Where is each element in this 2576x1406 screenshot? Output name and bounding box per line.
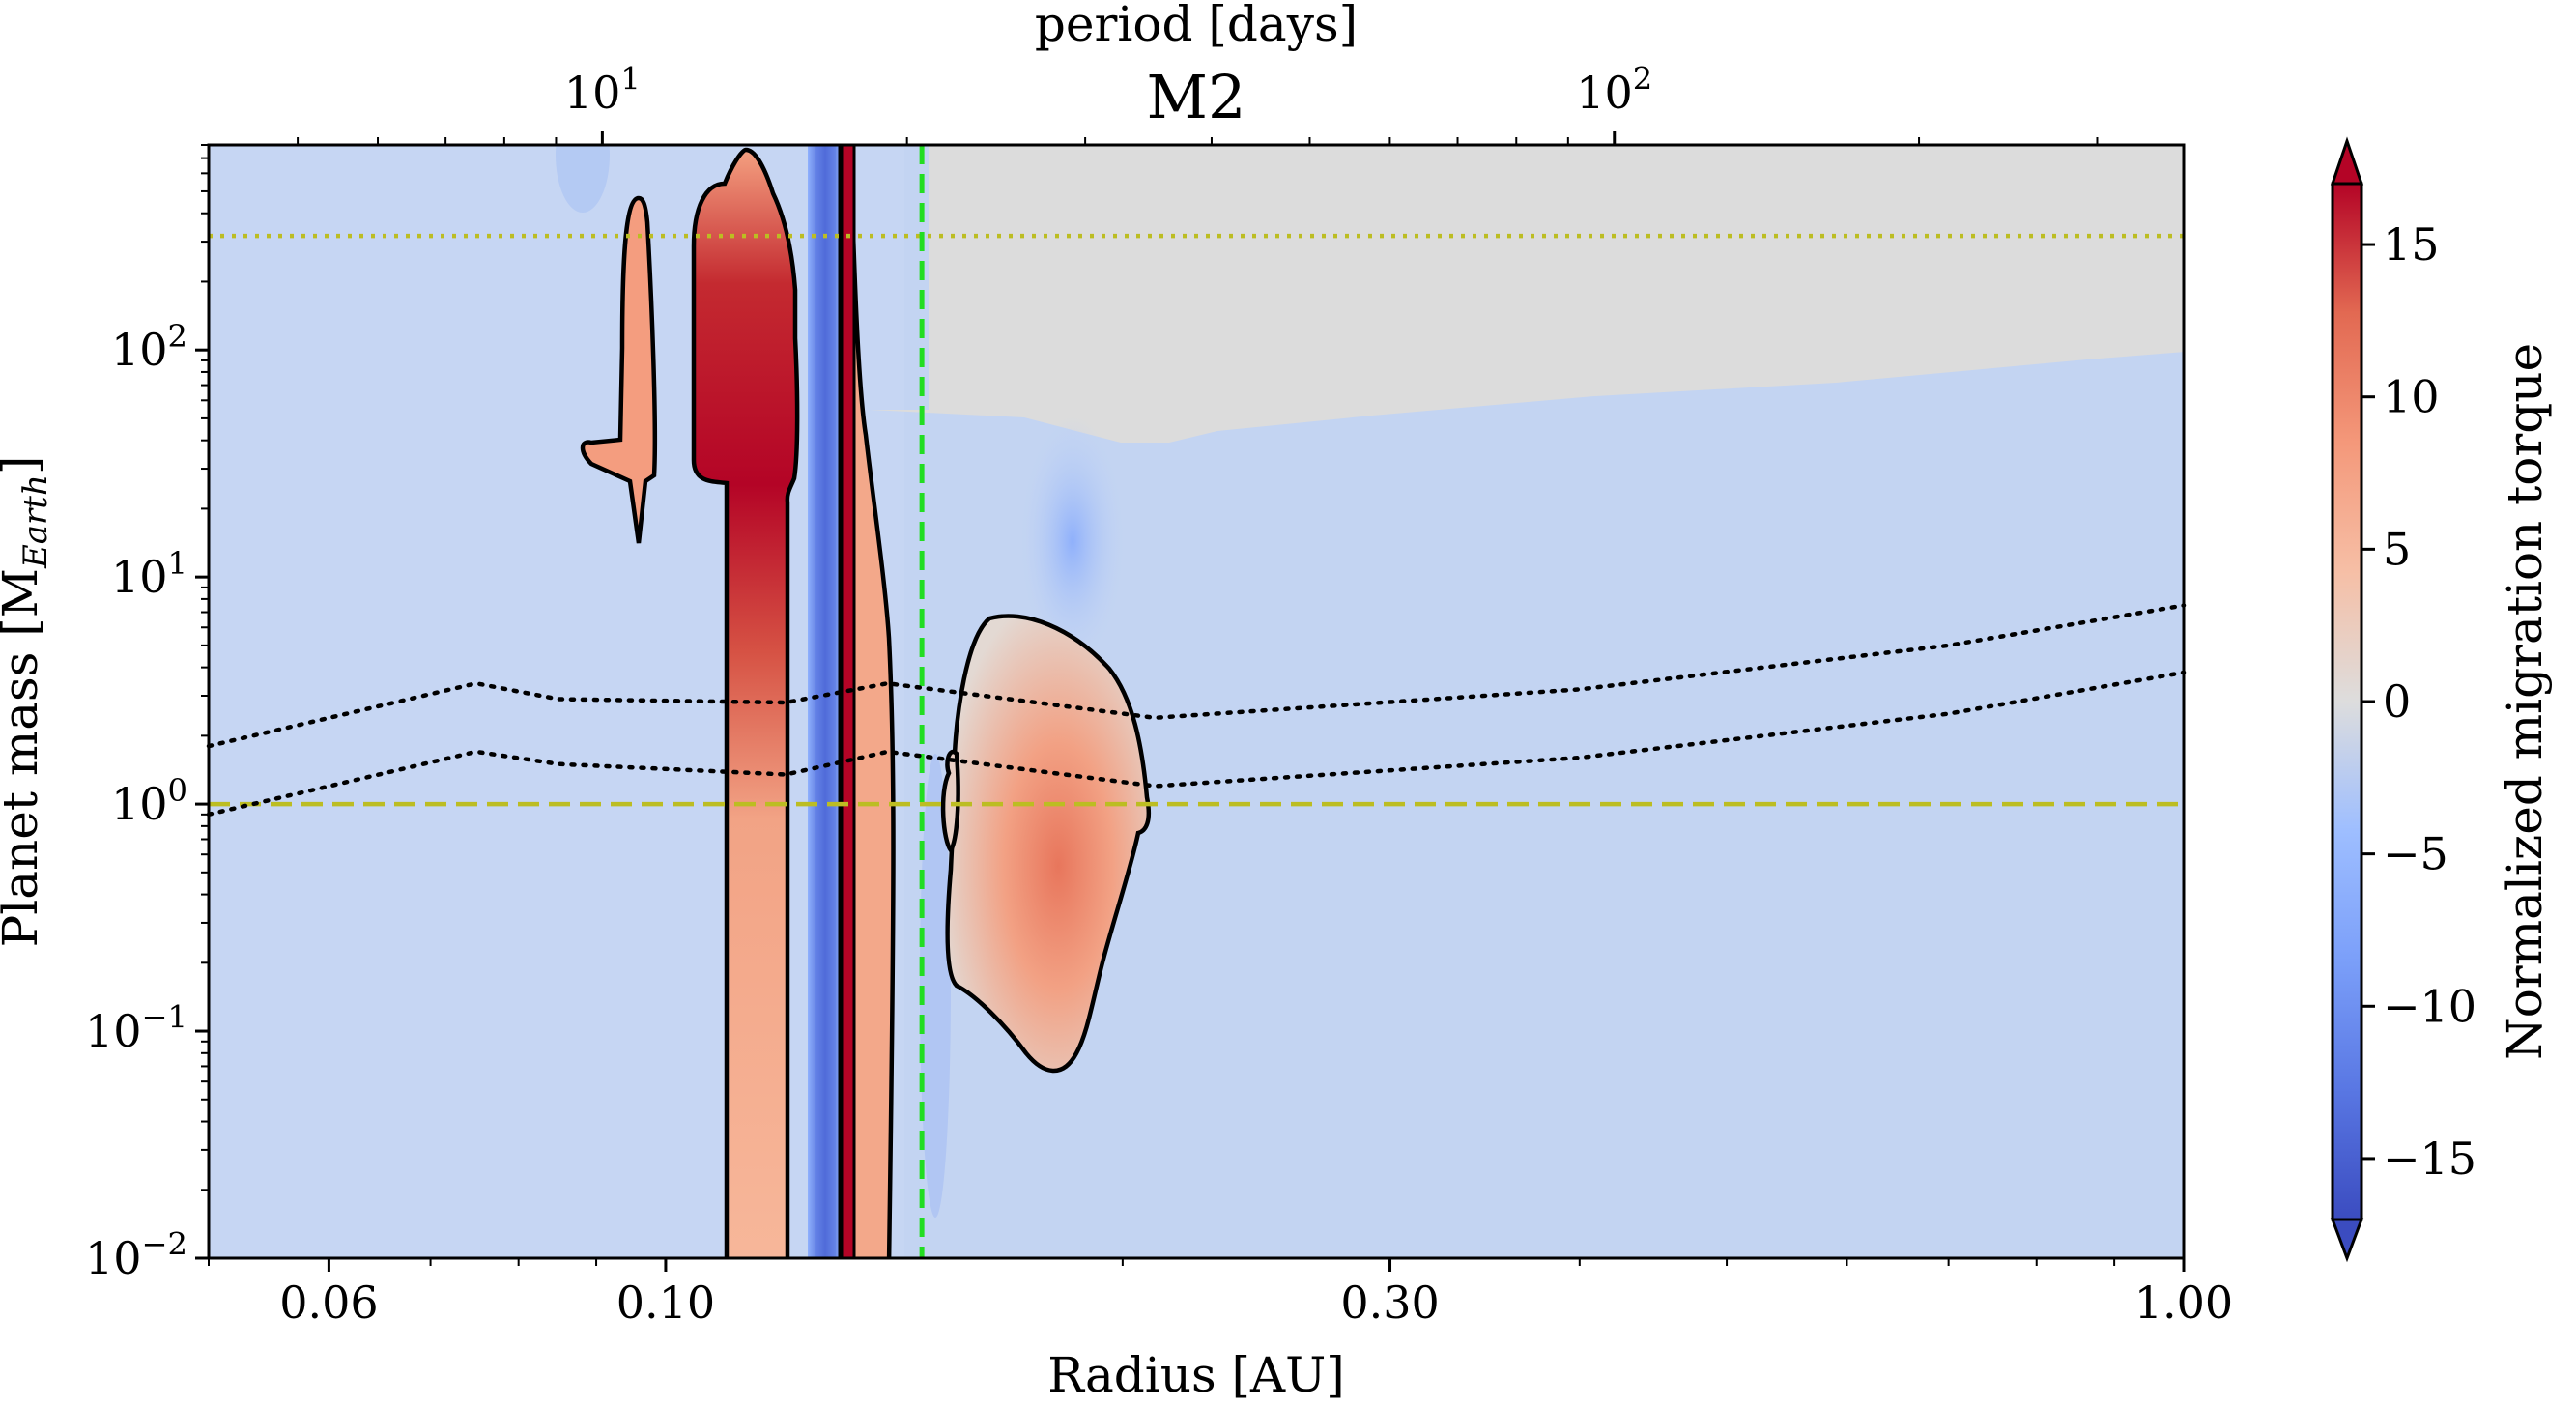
top-axis-label: period [days]	[1035, 0, 1358, 52]
x-axis-label: Radius [AU]	[1047, 1347, 1345, 1401]
colorbar-tick-label-2: 5	[2383, 523, 2411, 575]
colorbar-tick-label-4: −5	[2383, 828, 2448, 880]
colorbar-label: Normalized migration torque	[2497, 343, 2553, 1060]
outward-band-3-core	[841, 145, 854, 1258]
y-tick-label-1: 10−1	[85, 999, 187, 1057]
colorbar-tick-label-1: 10	[2383, 371, 2440, 423]
inward-streak-lower	[920, 754, 951, 1218]
lower-dotted-curve	[206, 670, 2187, 818]
colorbar-tick-label-0: 15	[2383, 218, 2440, 271]
upper-dotted-curve	[206, 603, 2187, 749]
chart-title: M2	[1147, 62, 1246, 132]
colorbar-extend-top	[2330, 136, 2364, 186]
colorbar-extend-bottom	[2330, 1218, 2364, 1263]
y-tick-label-3: 101	[111, 545, 187, 603]
outward-lobe-spur	[940, 749, 960, 854]
colorbar-tick-label-5: −10	[2383, 980, 2476, 1032]
grey-no-data-region	[870, 145, 2184, 443]
inward-blob-mid	[1019, 416, 1126, 667]
colorbar-tick-label-3: 0	[2383, 675, 2411, 728]
x-tick-label-3: 1.00	[2134, 1277, 2233, 1329]
heatmap-area	[209, 145, 2184, 1258]
x-tick-label-2: 0.30	[1340, 1277, 1439, 1329]
y-tick-label-0: 10−2	[85, 1226, 187, 1284]
y-tick-label-2: 100	[111, 772, 187, 830]
background-shade-left	[209, 145, 904, 1258]
top-tick-label-0: 101	[564, 61, 641, 119]
outward-band-1	[580, 195, 658, 544]
plot-frame	[207, 143, 2186, 1260]
inward-strong-strip-core	[815, 145, 836, 1258]
x-tick-label-1: 0.10	[616, 1277, 715, 1329]
top-tick-label-1: 102	[1576, 61, 1652, 119]
y-tick-label-4: 102	[111, 318, 187, 376]
colorbar-tick-label-6: −15	[2383, 1133, 2476, 1185]
inward-blob-top	[556, 145, 610, 213]
colorbar-gradient	[2333, 184, 2361, 1219]
y-axis-label: Planet mass [MEarth]	[0, 456, 55, 948]
x-tick-label-0: 0.06	[279, 1277, 378, 1329]
